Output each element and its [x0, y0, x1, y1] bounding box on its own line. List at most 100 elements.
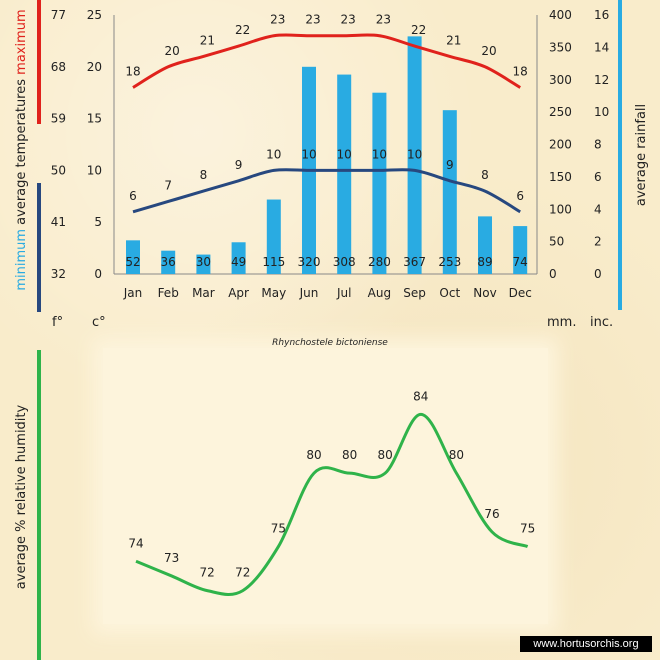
rainfall-bar-oct: [442, 110, 457, 275]
rainfall-bar-nov: [478, 216, 492, 274]
max-temp-label: 21: [446, 33, 461, 47]
rainfall-value-label: 36: [161, 255, 176, 269]
mm-tick: 300: [549, 73, 572, 87]
humidity-label-dec: 75: [520, 522, 535, 536]
fahrenheit-unit-label: f°: [52, 315, 63, 330]
humidity-label-apr: 72: [235, 566, 250, 580]
fahrenheit-tick: 41: [51, 215, 66, 229]
min-temp-label: 7: [164, 178, 172, 192]
mm-tick: 200: [549, 138, 572, 152]
rainfall-value-label: 320: [298, 255, 321, 269]
max-temp-label: 22: [411, 23, 426, 37]
temperature-lines: [132, 33, 521, 214]
humidity-label-jan: 74: [128, 536, 143, 550]
fahrenheit-tick: 68: [51, 60, 66, 74]
min-temp-label: 6: [516, 189, 524, 203]
fahrenheit-tick: 59: [51, 112, 66, 126]
inch-unit-label: inc.: [590, 315, 613, 330]
month-label-may: May: [261, 286, 286, 300]
inch-tick: 8: [594, 138, 602, 152]
rainfall-value-label: 115: [262, 255, 285, 269]
inch-tick: 0: [594, 267, 602, 281]
species-caption: Rhynchostele bictoniense: [272, 338, 388, 348]
inch-tick: 16: [594, 8, 609, 22]
rainfall-bar-aug: [372, 92, 387, 274]
mm-tick: 350: [549, 40, 572, 54]
inch-tick: 6: [594, 170, 602, 184]
rainfall-bar-dec: [513, 226, 528, 274]
inch-tick: 2: [594, 235, 602, 249]
rainfall-value-label: 89: [477, 255, 492, 269]
month-label-jun: Jun: [299, 286, 319, 300]
min-temp-label: 10: [407, 147, 422, 161]
inch-tick: 4: [594, 202, 602, 216]
data-labels: 52 36 30 49 115 320 308 280 367 253 89 741820212223…: [125, 13, 527, 269]
axis-ticks: 0510152025324150596877050100150200250300…: [51, 8, 610, 281]
humidity-label-feb: 73: [164, 551, 179, 565]
min-temp-label: 10: [337, 147, 352, 161]
humidity-axis-title: average % relative humidity: [14, 404, 29, 589]
max-temp-label: 20: [165, 44, 180, 58]
min-temp-label: 8: [200, 168, 208, 182]
mm-tick: 250: [549, 105, 572, 119]
max-temp-label: 23: [341, 13, 356, 27]
rainfall-value-label: 52: [125, 255, 140, 269]
min-temp-label: 10: [372, 147, 387, 161]
month-label-mar: Mar: [192, 286, 215, 300]
max-temp-label: 23: [305, 13, 320, 27]
rainfall-bar-may: [266, 199, 281, 274]
min-temp-label: 8: [481, 168, 489, 182]
mm-tick: 400: [549, 8, 572, 22]
rainfall-value-label: 74: [513, 255, 528, 269]
rainfall-bar-jan: [126, 240, 140, 274]
humidity-label-oct: 80: [449, 448, 464, 462]
month-label-sep: Sep: [403, 286, 426, 300]
rainfall-value-label: 49: [231, 255, 246, 269]
min-temp-label: 9: [235, 158, 243, 172]
rainfall-value-label: 367: [403, 255, 426, 269]
fahrenheit-tick: 50: [51, 163, 66, 177]
humidity-label-jul: 80: [342, 448, 357, 462]
temp-axis-title: minimum average temperatures maximum: [14, 9, 29, 290]
month-label-apr: Apr: [228, 286, 249, 300]
celsius-tick: 5: [94, 215, 102, 229]
rainfall-bar-apr: [231, 242, 246, 274]
min-temp-label: 9: [446, 158, 454, 172]
rainfall-bar-sep: [407, 36, 422, 275]
max-temp-line: [132, 33, 521, 89]
humidity-label-may: 75: [271, 522, 286, 536]
month-labels: Jan Feb Mar Apr May Jun Jul Aug Sep Oct Nov Dec: [123, 286, 532, 300]
min-temp-label: 10: [266, 147, 281, 161]
celsius-tick: 10: [87, 163, 102, 177]
humidity-label-mar: 72: [200, 566, 215, 580]
month-label-jan: Jan: [123, 286, 143, 300]
month-label-nov: Nov: [473, 286, 496, 300]
humidity-label-nov: 76: [484, 507, 499, 521]
min-temp-label: 10: [301, 147, 316, 161]
mm-tick: 0: [549, 267, 557, 281]
humidity-chart: 74 73 72 72 75 80 80 80 84 80 76 75: [128, 389, 535, 596]
mm-unit-label: mm.: [547, 315, 576, 330]
celsius-tick: 0: [94, 267, 102, 281]
temp-axis-max-label: maximum: [14, 9, 29, 75]
month-label-oct: Oct: [439, 286, 460, 300]
mm-tick: 100: [549, 202, 572, 216]
month-label-jul: Jul: [336, 286, 351, 300]
max-temp-label: 23: [270, 13, 285, 27]
rainfall-bars: [126, 36, 528, 275]
mm-tick: 150: [549, 170, 572, 184]
rain-axis-title: average rainfall: [634, 104, 649, 206]
watermark[interactable]: www.hortusorchis.org: [520, 636, 652, 652]
month-label-aug: Aug: [368, 286, 391, 300]
celsius-unit-label: c°: [92, 315, 106, 330]
max-temp-label: 21: [200, 33, 215, 47]
rainfall-value-label: 280: [368, 255, 391, 269]
min-temp-line: [132, 168, 521, 214]
humidity-label-sep: 84: [413, 389, 428, 403]
celsius-tick: 25: [87, 8, 102, 22]
max-temp-label: 23: [376, 13, 391, 27]
rainfall-bar-jul: [337, 74, 352, 274]
rainfall-bar-feb: [161, 250, 176, 274]
rainfall-value-label: 30: [196, 255, 211, 269]
